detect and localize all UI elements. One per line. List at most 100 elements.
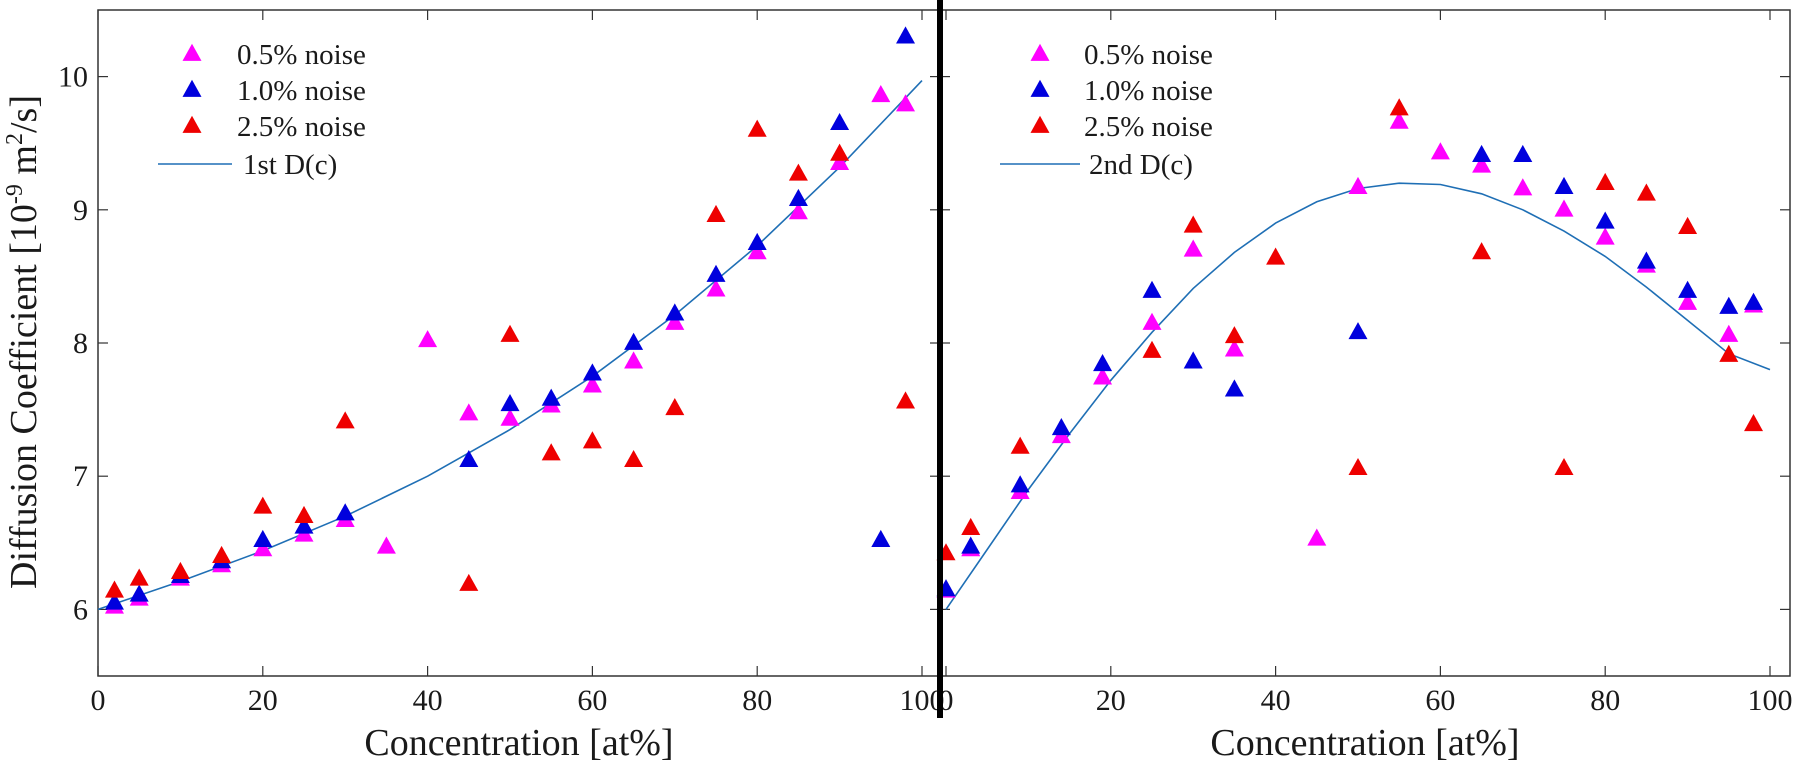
right-panel: 0 20 40 60 80 100 0.5% noise 1.0% noise 2.5% … (936, 9, 1793, 717)
point-2.5pct-noise (1389, 98, 1409, 116)
point-1.0pct-noise (871, 529, 891, 547)
x-tick-label: 60 (577, 684, 607, 717)
point-1.0pct-noise (1554, 176, 1574, 194)
point-0.5pct-noise (1719, 324, 1739, 342)
point-0.5pct-noise (376, 536, 396, 554)
y-tick-label: 9 (73, 194, 88, 227)
point-0.5pct-noise (1513, 178, 1533, 196)
point-0.5pct-noise (1472, 155, 1492, 173)
point-1.0pct-noise (896, 26, 916, 44)
point-1.0pct-noise (1719, 296, 1739, 314)
point-0.5pct-noise (1224, 339, 1244, 357)
point-1.0pct-noise (253, 529, 273, 547)
x-tick-label: 60 (1425, 684, 1455, 717)
point-0.5pct-noise (1595, 227, 1615, 245)
legend-marker-0.5pct (182, 43, 202, 61)
legend-label-0.5pct: 0.5% noise (237, 39, 366, 71)
point-0.5pct-noise (830, 152, 850, 171)
point-2.5pct-noise (1744, 413, 1764, 432)
point-2.5pct-noise (961, 517, 981, 535)
point-1.0pct-noise (1051, 417, 1071, 436)
point-1.0pct-noise (961, 536, 981, 554)
point-0.5pct-noise (1183, 239, 1203, 257)
point-1.0pct-noise (335, 503, 355, 521)
point-1.0pct-noise (582, 363, 602, 381)
y-axis-title-exponent-2: 2 (2, 133, 28, 145)
point-2.5pct-noise (747, 119, 767, 137)
point-0.5pct-noise (1430, 142, 1450, 160)
point-0.5pct-noise (1093, 367, 1113, 385)
point-2.5pct-noise (104, 580, 124, 598)
point-2.5pct-noise (170, 561, 190, 579)
right-x-axis-title: Concentration [at%] (1210, 722, 1519, 764)
point-0.5pct-noise (871, 84, 891, 103)
left-x-axis-title: Concentration [at%] (364, 722, 673, 764)
point-0.5pct-noise (418, 330, 438, 348)
point-2.5pct-noise (335, 411, 355, 429)
point-1.0pct-noise (500, 394, 520, 412)
legend-marker-1.0pct (1030, 79, 1050, 97)
y-axis-title-exponent-1: -9 (2, 184, 28, 204)
point-0.5pct-noise (1678, 292, 1698, 310)
legend-label-2.5pct: 2.5% noise (237, 111, 366, 143)
point-2.5pct-noise (624, 449, 644, 468)
point-1.0pct-noise (706, 264, 726, 282)
point-0.5pct-noise (1307, 528, 1327, 546)
point-2.5pct-noise (1183, 215, 1203, 233)
legend-marker-2.5pct (1030, 115, 1050, 133)
y-axis-title: Diffusion Coefficient [10-9 m2/s] (2, 95, 45, 589)
point-1.0pct-noise (129, 584, 149, 602)
point-1.0pct-noise (541, 388, 561, 406)
legend-label-0.5pct: 0.5% noise (1084, 39, 1213, 71)
legend-label-1.0pct: 1.0% noise (237, 75, 366, 107)
right-data-points (936, 98, 1764, 598)
y-axis-title-suffix: /s] (3, 95, 45, 133)
point-2.5pct-noise (459, 573, 479, 591)
point-2.5pct-noise (1678, 216, 1698, 234)
point-0.5pct-noise (500, 408, 520, 426)
point-1.0pct-noise (830, 112, 850, 131)
point-2.5pct-noise (1010, 436, 1030, 454)
point-1.0pct-noise (1595, 211, 1615, 229)
point-2.5pct-noise (1554, 457, 1574, 476)
point-0.5pct-noise (788, 202, 808, 220)
point-1.0pct-noise (624, 332, 644, 350)
point-1.0pct-noise (1093, 354, 1113, 372)
left-data-points (104, 26, 916, 614)
point-1.0pct-noise (788, 188, 808, 206)
point-1.0pct-noise (1513, 144, 1533, 163)
point-0.5pct-noise (665, 312, 685, 330)
x-tick-label: 40 (413, 684, 443, 717)
point-1.0pct-noise (294, 516, 314, 534)
legend-marker-0.5pct (1030, 43, 1050, 61)
point-0.5pct-noise (1389, 111, 1409, 129)
point-2.5pct-noise (212, 545, 232, 563)
point-1.0pct-noise (104, 592, 124, 610)
point-1.0pct-noise (665, 303, 685, 321)
point-0.5pct-noise (1348, 176, 1368, 194)
x-tick-label: 0 (91, 684, 106, 717)
point-2.5pct-noise (582, 431, 602, 449)
point-1.0pct-noise (1010, 475, 1030, 493)
y-tick-label: 8 (73, 327, 88, 360)
point-1.0pct-noise (1678, 280, 1698, 298)
left-fit-line (97, 80, 923, 611)
point-2.5pct-noise (788, 163, 808, 181)
legend-label-2.5pct: 2.5% noise (1084, 111, 1213, 143)
point-2.5pct-noise (1472, 242, 1492, 260)
point-2.5pct-noise (1224, 326, 1244, 344)
point-2.5pct-noise (1719, 344, 1739, 362)
point-2.5pct-noise (665, 398, 685, 416)
left-legend: 0.5% noise 1.0% noise 2.5% noise 1st D(c… (158, 39, 366, 181)
point-2.5pct-noise (706, 204, 726, 222)
point-1.0pct-noise (747, 232, 767, 250)
point-2.5pct-noise (1636, 183, 1656, 201)
point-2.5pct-noise (500, 324, 520, 342)
x-tick-label: 100 (1748, 684, 1793, 717)
y-axis-title-prefix: Diffusion Coefficient [10 (3, 204, 45, 589)
y-tick-label: 7 (73, 460, 88, 493)
point-0.5pct-noise (253, 539, 273, 557)
x-tick-label: 40 (1261, 684, 1291, 717)
